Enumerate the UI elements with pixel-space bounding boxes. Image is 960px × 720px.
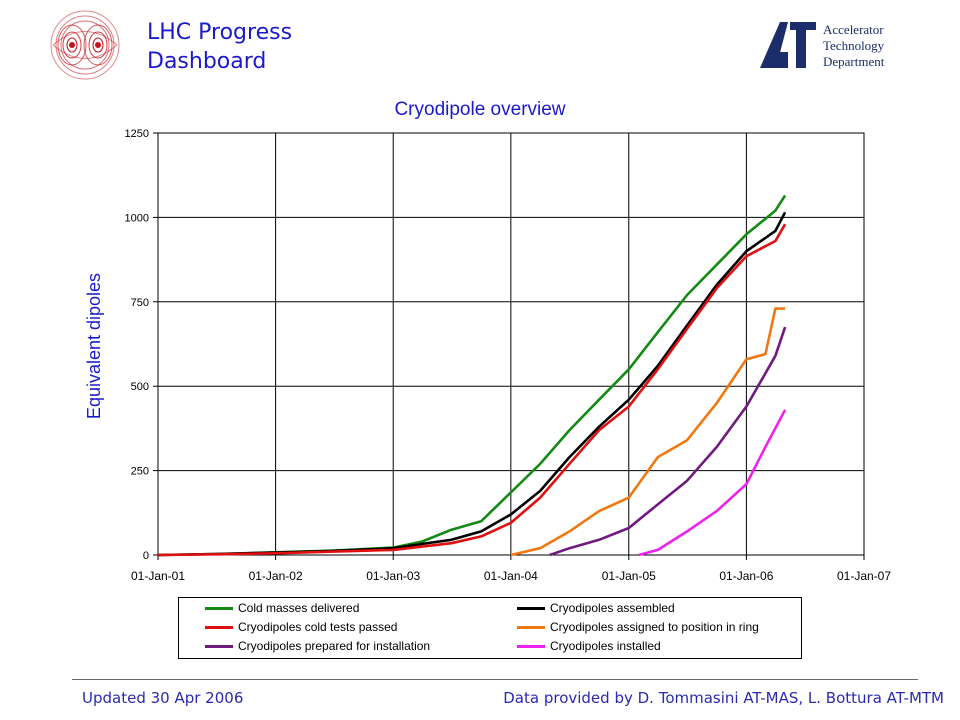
x-tick-label: 01-Jan-04: [484, 569, 538, 583]
x-tick-label: 01-Jan-01: [131, 569, 185, 583]
chart-title: Cryodipole overview: [394, 99, 565, 120]
legend-swatch: [517, 644, 545, 648]
legend-item: Cryodipoles prepared for installation: [205, 638, 430, 654]
footer-divider: [72, 679, 918, 680]
y-tick-label: 1250: [125, 128, 149, 140]
legend-label: Cryodipoles cold tests passed: [238, 620, 398, 634]
legend-swatch: [205, 625, 233, 629]
dashboard-title-line2: Dashboard: [147, 49, 267, 74]
y-tick-label: 250: [131, 466, 149, 478]
footer-credits: Data provided by D. Tommasini AT-MAS, L.…: [503, 689, 944, 707]
x-tick-label: 01-Jan-05: [602, 569, 656, 583]
department-name: Accelerator Technology Department: [823, 22, 884, 70]
y-tick-label: 750: [131, 297, 149, 309]
department-line2: Technology: [823, 38, 885, 53]
legend-swatch: [205, 644, 233, 648]
legend-swatch: [517, 606, 545, 610]
series-line-cold-masses-delivered: [157, 194, 787, 557]
legend-item: Cryodipoles cold tests passed: [205, 619, 397, 635]
y-tick-label: 1000: [125, 212, 149, 224]
footer-updated-date: Updated 30 Apr 2006: [82, 689, 244, 707]
y-tick-label: 500: [131, 381, 149, 393]
legend-swatch: [517, 625, 545, 629]
x-tick-label: 01-Jan-03: [366, 569, 420, 583]
chart-legend: Cold masses delivered Cryodipoles assembl…: [178, 597, 802, 659]
chart-grid: [153, 132, 865, 560]
x-axis-ticks: 01-Jan-01 01-Jan-02 01-Jan-03 01-Jan-04 01-J…: [131, 569, 891, 583]
dashboard-title-line1: LHC Progress: [147, 20, 293, 45]
lhc-logo: [48, 8, 122, 82]
x-tick-label: 01-Jan-06: [719, 569, 773, 583]
at-department-logo: [758, 18, 818, 70]
x-tick-label: 01-Jan-07: [837, 569, 891, 583]
x-tick-label: 01-Jan-02: [249, 569, 303, 583]
series-line-cryodipoles-assigned-to-position-in-ring: [510, 307, 786, 557]
legend-swatch: [205, 606, 233, 610]
series-line-cryodipoles-cold-tests-passed: [157, 223, 787, 557]
series-line-cryodipoles-installed: [638, 409, 787, 557]
series-line-cryodipoles-assembled: [157, 211, 787, 557]
chart-series: [157, 194, 787, 557]
y-tick-label: 0: [143, 550, 149, 562]
y-axis-label: Equivalent dipoles: [84, 273, 104, 419]
legend-item: Cold masses delivered: [205, 600, 359, 616]
legend-label: Cryodipoles installed: [550, 639, 661, 653]
dashboard-title: LHC Progress Dashboard: [147, 18, 292, 76]
legend-label: Cold masses delivered: [238, 601, 360, 615]
legend-item: Cryodipoles assigned to position in ring: [517, 619, 759, 635]
legend-item: Cryodipoles installed: [517, 638, 661, 654]
legend-label: Cryodipoles assigned to position in ring: [550, 620, 759, 634]
legend-item: Cryodipoles assembled: [517, 600, 675, 616]
y-axis-ticks: 0 250 500 750 1000 1250: [125, 128, 149, 562]
legend-label: Cryodipoles assembled: [550, 601, 675, 615]
series-line-cryodipoles-prepared-for-installation: [549, 326, 787, 557]
department-line3: Department: [823, 54, 885, 69]
department-line1: Accelerator: [823, 22, 884, 37]
legend-label: Cryodipoles prepared for installation: [238, 639, 431, 653]
